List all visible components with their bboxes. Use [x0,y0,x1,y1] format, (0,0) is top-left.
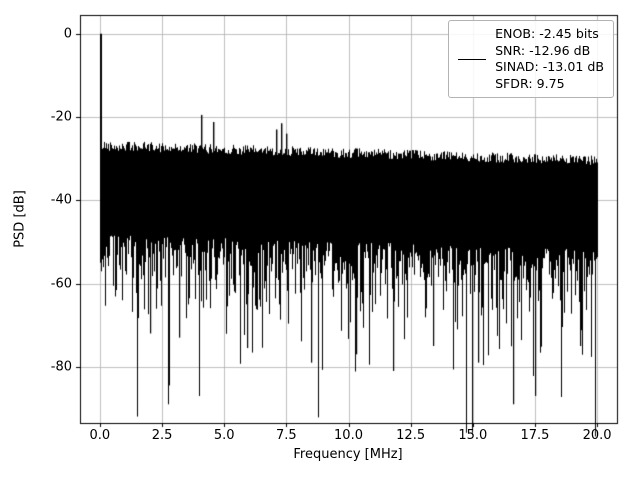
x-tick-label: 15.0 [458,428,488,443]
x-tick-label: 17.5 [520,428,550,443]
legend-line-sample-icon [458,58,487,60]
y-axis-label: PSD [dB] [12,190,28,248]
legend-entry-snr: SNR: -12.96 dB [495,42,591,58]
x-tick-label: 10.0 [334,428,363,443]
legend-entry-sfdr: SFDR: 9.75 [495,75,565,91]
y-tick-label: 0 [63,26,72,42]
x-tick-label: 5.0 [213,428,235,443]
y-tick-label: -60 [50,276,72,292]
y-tick-label: -80 [50,359,72,375]
x-tick-label: 20.0 [582,428,612,443]
x-tick-label: 0.0 [89,428,111,443]
legend-entry-sinad: SINAD: -13.01 dB [495,59,604,75]
y-tick-label: -20 [50,109,72,125]
x-tick-label: 2.5 [151,428,173,443]
x-tick-label: 7.5 [276,428,297,443]
y-tick-label: -40 [50,192,72,208]
legend-entry-enob: ENOB: -2.45 bits [495,26,599,41]
x-axis-label: Frequency [MHz] [293,447,403,462]
x-tick-label: 12.5 [396,428,426,443]
legend: ENOB: -2.45 bits SNR: -12.96 dB SINAD: -… [448,20,614,99]
